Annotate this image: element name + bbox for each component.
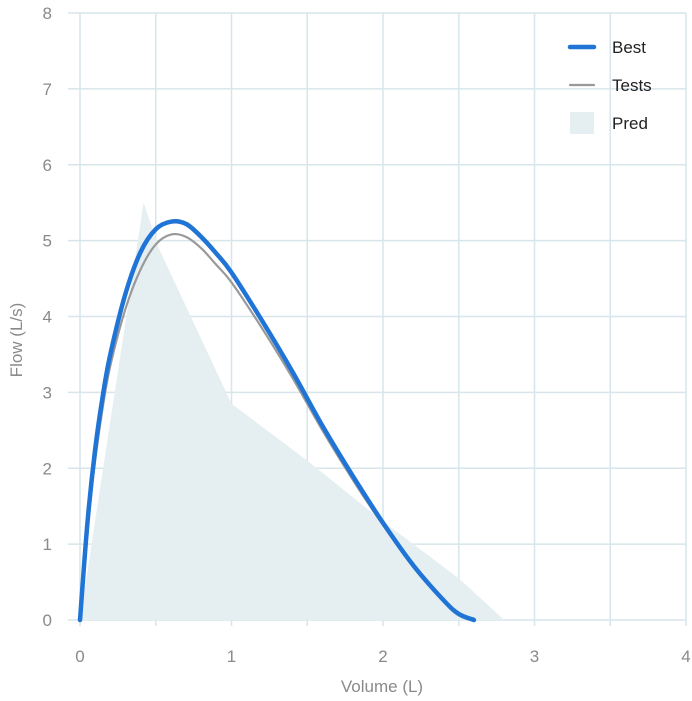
legend-label-best: Best [612,38,646,57]
y-tick-label: 2 [43,459,52,478]
y-tick-label: 4 [43,308,52,327]
x-tick-label: 1 [227,647,236,666]
y-tick-label: 8 [43,4,52,23]
y-tick-label: 6 [43,156,52,175]
x-tick-label: 3 [530,647,539,666]
y-axis-label: Flow (L/s) [7,303,26,378]
line-series-layer [77,219,477,623]
y-tick-label: 0 [43,611,52,630]
series-area-pred [80,202,505,620]
legend-item-pred: Pred [570,112,648,134]
x-tick-label: 2 [378,647,387,666]
tick-labels: 0 1 2 3 4 0 1 2 3 4 5 6 7 8 [43,4,691,666]
x-axis-label: Volume (L) [341,677,423,696]
legend: Best Tests Pred [567,38,652,134]
y-tick-label: 3 [43,383,52,402]
y-tick-label: 7 [43,80,52,99]
area-series-layer [80,202,505,620]
series-line-best [77,219,477,623]
y-tick-label: 5 [43,232,52,251]
y-tick-label: 1 [43,535,52,554]
legend-label-pred: Pred [612,114,648,133]
legend-item-tests: Tests [568,76,652,95]
x-tick-label: 4 [681,647,690,666]
legend-item-best: Best [567,38,646,57]
legend-label-tests: Tests [612,76,652,95]
x-tick-label: 0 [75,647,84,666]
legend-swatch-pred [570,112,594,134]
